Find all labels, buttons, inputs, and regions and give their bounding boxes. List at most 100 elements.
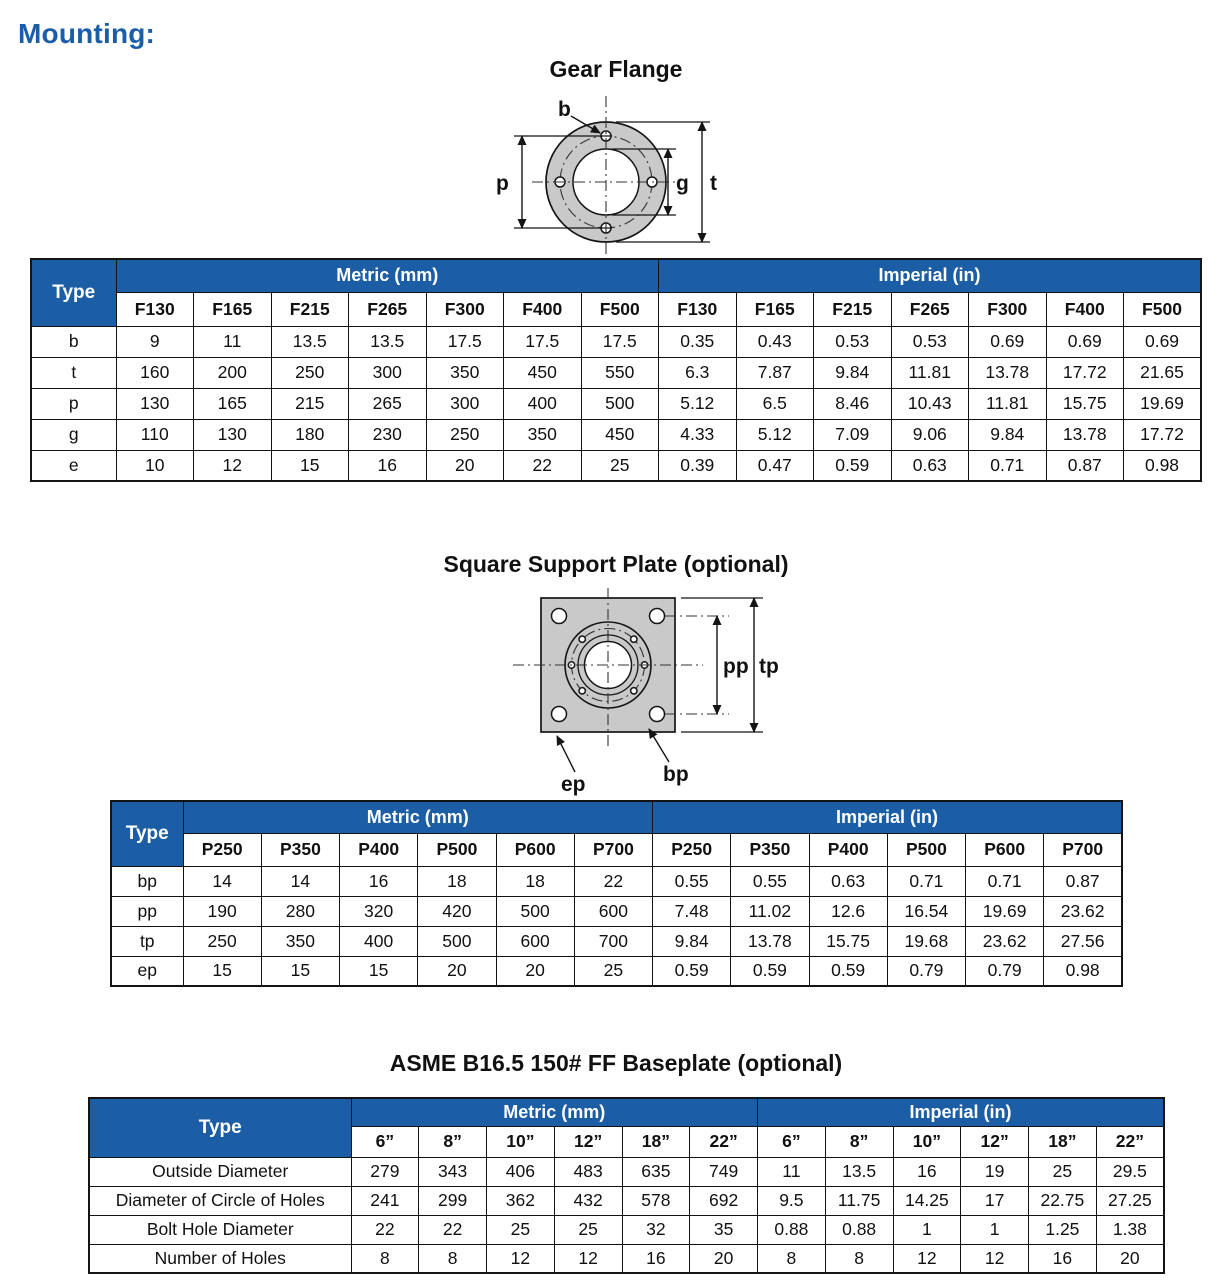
metric-value-cell: 22: [503, 449, 582, 482]
metric-col-header: F500: [580, 291, 659, 327]
imperial-col-header: F215: [813, 291, 892, 327]
dim-label-b: b: [558, 98, 571, 121]
metric-value-cell: 250: [270, 356, 349, 389]
metric-value-cell: 500: [417, 925, 497, 957]
imperial-value-cell: 0.87: [1043, 865, 1123, 897]
imperial-col-header: 22”: [1095, 1125, 1165, 1158]
metric-value-cell: 483: [553, 1156, 623, 1187]
table-row: e 10 12 15 16 20 22 25 0.39 0.47 0.59 0.63 0.71 0.87 0…: [30, 449, 1202, 482]
metric-value-cell: 180: [270, 418, 349, 451]
metric-col-header: P350: [260, 832, 341, 867]
metric-group-header: Metric (mm): [350, 1097, 758, 1127]
table-row: g 110 130 180 230 250 350 450 4.33 5.12 7.09 9.06 9.…: [30, 418, 1202, 451]
metric-value-cell: 400: [338, 925, 419, 957]
metric-value-cell: 25: [486, 1214, 555, 1245]
metric-value-cell: 400: [503, 387, 582, 420]
imperial-value-cell: 0.63: [808, 865, 888, 897]
metric-value-cell: 9: [115, 325, 194, 358]
metric-col-header: F300: [425, 291, 504, 327]
metric-value-cell: 450: [580, 418, 659, 451]
imperial-value-cell: 1.25: [1028, 1214, 1097, 1245]
metric-value-cell: 17.5: [503, 325, 582, 358]
metric-col-header: P600: [495, 832, 575, 867]
metric-value-cell: 320: [338, 895, 419, 927]
imperial-value-cell: 13.78: [1045, 418, 1124, 451]
imperial-value-cell: 0.98: [1123, 449, 1202, 482]
metric-value-cell: 22: [350, 1214, 420, 1245]
column-header-row: F130 F165 F215 F265 F300 F400 F500 F130 F165 F215…: [31, 291, 1202, 327]
metric-value-cell: 241: [350, 1185, 420, 1216]
metric-value-cell: 13.5: [270, 325, 349, 358]
metric-value-cell: 600: [495, 925, 575, 957]
metric-col-header: F165: [193, 291, 272, 327]
table-row: Outside Diameter 279 343 406 483 635 749 11 13.5…: [88, 1156, 1165, 1187]
imperial-value-cell: 0.59: [730, 955, 810, 987]
metric-group-header: Metric (mm): [115, 258, 659, 293]
row-label: Bolt Hole Diameter: [88, 1214, 352, 1245]
metric-value-cell: 635: [621, 1156, 691, 1187]
imperial-value-cell: 8: [824, 1243, 894, 1274]
metric-value-cell: 299: [418, 1185, 487, 1216]
metric-col-header: F130: [115, 291, 194, 327]
metric-col-header: 10”: [486, 1125, 555, 1158]
imperial-value-cell: 0.55: [651, 865, 732, 897]
imperial-value-cell: 11: [757, 1156, 826, 1187]
imperial-value-cell: 19: [960, 1156, 1029, 1187]
imperial-value-cell: 9.84: [651, 925, 732, 957]
table-row: t 160 200 250 300 350 450 550 6.3 7.87 9.84 11.81 13…: [30, 356, 1202, 389]
imperial-value-cell: 0.71: [886, 865, 967, 897]
metric-value-cell: 12: [193, 449, 272, 482]
gear-flange-table: Type Metric (mm) Imperial (in) F130 F165 F215…: [30, 258, 1202, 482]
table-row: Number of Holes 8 8 12 12 16 20 8 8 12 12 16 20: [88, 1243, 1165, 1274]
metric-col-header: P700: [573, 832, 654, 867]
imperial-value-cell: 11.81: [890, 356, 969, 389]
row-label: Number of Holes: [88, 1243, 352, 1274]
square-plate-title: Square Support Plate (optional): [443, 551, 789, 577]
baseplate-title: ASME B16.5 150# FF Baseplate (optional): [389, 1050, 843, 1076]
imperial-value-cell: 10.43: [890, 387, 969, 420]
metric-value-cell: 8: [350, 1243, 420, 1274]
imperial-value-cell: 23.62: [964, 925, 1045, 957]
imperial-value-cell: 17.72: [1045, 356, 1124, 389]
metric-value-cell: 22: [573, 865, 654, 897]
metric-value-cell: 280: [260, 895, 341, 927]
metric-value-cell: 14: [182, 865, 262, 897]
imperial-value-cell: 16.54: [886, 895, 967, 927]
imperial-value-cell: 5.12: [658, 387, 737, 420]
metric-value-cell: 420: [417, 895, 497, 927]
imperial-value-cell: 0.55: [730, 865, 810, 897]
metric-value-cell: 20: [689, 1243, 758, 1274]
table-row: tp 250 350 400 500 600 700 9.84 13.78 15.75 19.68 2…: [110, 925, 1123, 957]
metric-value-cell: 20: [495, 955, 575, 987]
metric-value-cell: 20: [417, 955, 497, 987]
metric-value-cell: 432: [553, 1185, 623, 1216]
imperial-value-cell: 0.43: [735, 325, 814, 358]
imperial-value-cell: 19.68: [886, 925, 967, 957]
imperial-value-cell: 9.06: [890, 418, 969, 451]
imperial-col-header: F300: [968, 291, 1047, 327]
imperial-group-header: Imperial (in): [652, 800, 1123, 834]
imperial-value-cell: 7.48: [651, 895, 732, 927]
imperial-value-cell: 25: [1028, 1156, 1097, 1187]
imperial-col-header: 6”: [757, 1125, 826, 1158]
imperial-value-cell: 0.63: [890, 449, 969, 482]
metric-value-cell: 450: [503, 356, 582, 389]
square-support-plate-table: Type Metric (mm) Imperial (in) P250 P350 P400…: [110, 800, 1123, 987]
group-header-row: Type Metric (mm) Imperial (in): [110, 800, 1123, 867]
metric-value-cell: 17.5: [580, 325, 659, 358]
imperial-value-cell: 7.09: [813, 418, 892, 451]
row-label: ep: [110, 955, 184, 987]
imperial-value-cell: 5.12: [735, 418, 814, 451]
imperial-col-header: P700: [1043, 832, 1123, 867]
table-row: Bolt Hole Diameter 22 22 25 25 32 35 0.88 0.88 1 1…: [88, 1214, 1165, 1245]
imperial-value-cell: 12: [892, 1243, 962, 1274]
imperial-col-header: F400: [1045, 291, 1124, 327]
metric-value-cell: 343: [418, 1156, 487, 1187]
imperial-value-cell: 4.33: [658, 418, 737, 451]
row-label: Outside Diameter: [88, 1156, 352, 1187]
imperial-value-cell: 27.56: [1043, 925, 1123, 957]
imperial-value-cell: 0.71: [968, 449, 1047, 482]
row-label: p: [30, 387, 117, 420]
metric-value-cell: 110: [115, 418, 194, 451]
